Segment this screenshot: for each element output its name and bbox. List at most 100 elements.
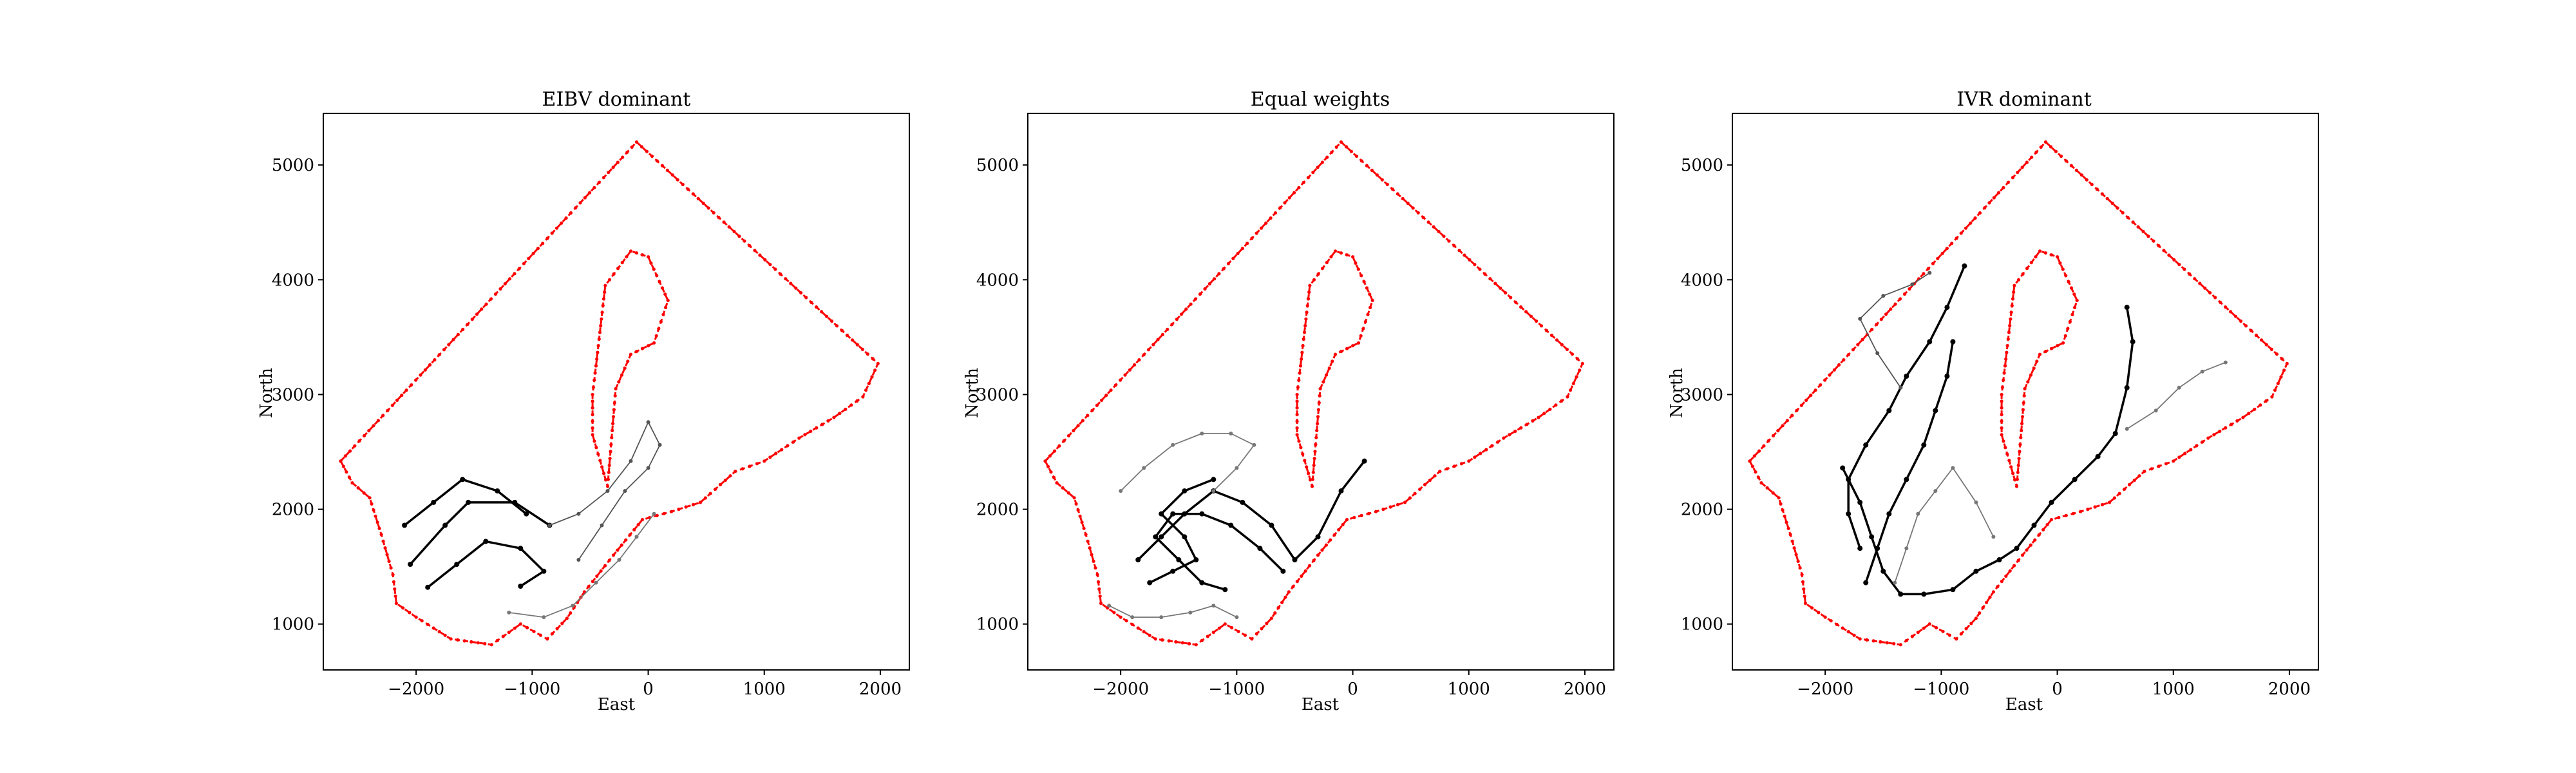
boundary-point xyxy=(1539,324,1544,328)
boundary-point xyxy=(632,528,636,532)
boundary-point xyxy=(620,261,624,265)
boundary-point xyxy=(591,433,594,437)
boundary-point xyxy=(1179,312,1184,316)
boundary-point xyxy=(1310,484,1314,488)
trajectory-point xyxy=(1199,580,1205,586)
boundary-point xyxy=(522,262,526,265)
boundary-point xyxy=(1298,364,1303,368)
trajectory-point xyxy=(2031,522,2037,528)
boundary-point xyxy=(2075,298,2079,302)
boundary-point xyxy=(1560,343,1564,347)
boundary-point xyxy=(414,378,418,382)
boundary-point xyxy=(665,168,669,172)
x-tick-label: −2000 xyxy=(1797,680,1853,699)
boundary-point xyxy=(1870,327,1874,331)
boundary-point xyxy=(347,475,352,479)
boundary-point xyxy=(2020,422,2024,426)
boundary-point xyxy=(592,378,596,382)
boundary-point xyxy=(1048,454,1052,458)
trajectory-point xyxy=(1933,489,1938,493)
boundary-point xyxy=(591,385,596,389)
boundary-point xyxy=(1447,239,1451,243)
boundary-point xyxy=(1437,229,1441,234)
boundary-point xyxy=(555,627,559,631)
boundary-point xyxy=(599,569,603,573)
trajectory-point xyxy=(518,546,524,551)
boundary-point xyxy=(2085,178,2088,182)
boundary-point xyxy=(428,363,432,367)
trajectory-point xyxy=(2124,305,2130,310)
boundary-point xyxy=(1926,267,1930,271)
boundary-point xyxy=(1904,638,1908,643)
boundary-point xyxy=(855,399,859,403)
boundary-point xyxy=(1531,419,1535,423)
boundary-point xyxy=(625,150,629,154)
boundary-point xyxy=(1230,625,1234,630)
boundary-point xyxy=(2022,401,2025,405)
boundary-point xyxy=(2239,319,2243,323)
trajectory-point xyxy=(1880,568,1886,574)
boundary-point xyxy=(2126,216,2130,220)
boundary-point xyxy=(2224,426,2228,430)
boundary-point xyxy=(2043,140,2048,144)
boundary-point xyxy=(1174,640,1178,644)
boundary-point xyxy=(1865,638,1869,642)
boundary-point xyxy=(1206,635,1209,638)
boundary-point xyxy=(2141,229,2145,234)
boundary-point xyxy=(768,263,772,267)
boundary-point xyxy=(383,546,387,550)
boundary-line xyxy=(1296,250,1374,487)
boundary-point xyxy=(706,206,710,210)
boundary-point xyxy=(2039,145,2043,149)
boundary-point xyxy=(1879,640,1882,644)
boundary-point xyxy=(1295,399,1299,403)
boundary-point xyxy=(1832,368,1836,372)
boundary-point xyxy=(728,474,732,478)
boundary-point xyxy=(611,428,614,433)
boundary-point xyxy=(2064,159,2068,163)
boundary-point xyxy=(1302,330,1307,334)
boundary-point xyxy=(2000,413,2003,417)
boundary-point xyxy=(2188,272,2192,276)
trajectory-point xyxy=(1886,408,1892,414)
boundary-point xyxy=(629,352,633,356)
boundary-point xyxy=(1307,472,1311,475)
boundary-point xyxy=(607,558,611,562)
boundary-point xyxy=(592,439,596,443)
trajectory-point xyxy=(576,511,581,516)
boundary-point xyxy=(630,145,634,149)
boundary-point xyxy=(443,633,447,637)
boundary-point xyxy=(401,606,405,610)
boundary-point xyxy=(1337,528,1341,532)
x-tick-label: 1000 xyxy=(1448,680,1490,699)
boundary-point xyxy=(1217,272,1221,276)
boundary-point xyxy=(607,171,611,175)
boundary-point xyxy=(1910,635,1914,638)
boundary-point xyxy=(2235,419,2239,423)
trajectory-point xyxy=(634,535,639,539)
boundary-point xyxy=(1537,415,1540,419)
boundary-point xyxy=(1090,408,1094,412)
boundary-point xyxy=(623,366,627,370)
boundary-point xyxy=(1052,475,1056,479)
trajectory-point xyxy=(495,488,500,494)
boundary-point xyxy=(587,585,591,589)
boundary-point xyxy=(2013,478,2017,482)
boundary-point xyxy=(1325,155,1329,159)
boundary-point xyxy=(1130,622,1134,626)
boundary-point xyxy=(1062,439,1066,443)
boundary-point xyxy=(591,419,594,423)
boundary-point xyxy=(1375,173,1379,177)
subplot-eibv-dominant: EIBV dominant East North −2000 −1000 0 1000… xyxy=(257,88,910,714)
trajectory-point xyxy=(623,489,627,493)
trajectory-point xyxy=(1211,604,1216,608)
boundary-point xyxy=(1151,343,1155,347)
trajectory-point xyxy=(1338,488,1344,494)
boundary-point xyxy=(1950,242,1954,245)
trajectory-point xyxy=(646,420,650,425)
boundary-point xyxy=(1086,414,1090,417)
boundary-point xyxy=(1488,277,1492,281)
boundary-point xyxy=(1095,403,1099,407)
boundary-point xyxy=(1188,642,1191,645)
boundary-point xyxy=(2000,426,2003,430)
